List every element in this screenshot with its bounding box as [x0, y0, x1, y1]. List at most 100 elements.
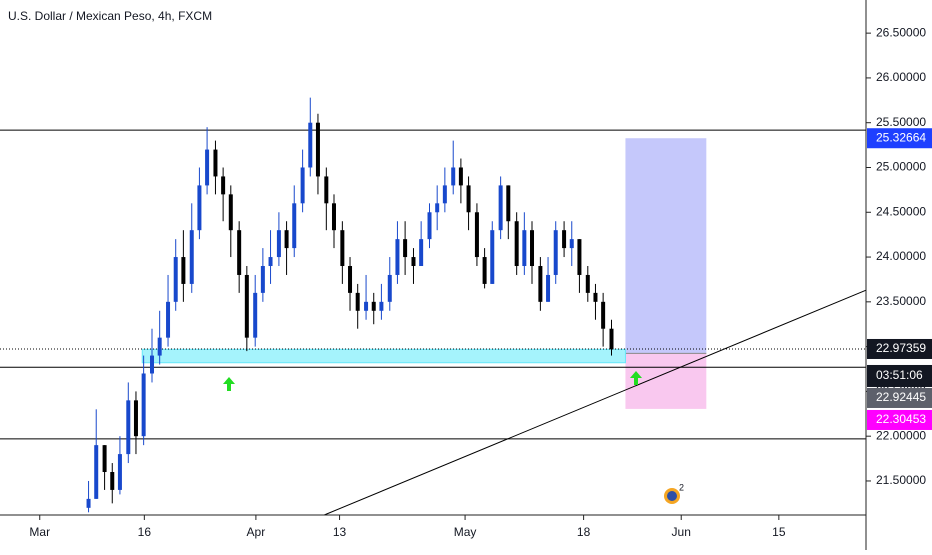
support-zone	[141, 348, 626, 364]
candle-body	[355, 292, 360, 311]
events-badge: 2	[679, 482, 684, 492]
x-tick-label: May	[454, 525, 477, 539]
candle-body	[244, 274, 249, 338]
candle-body	[458, 167, 463, 186]
price-label: 22.92445	[876, 390, 926, 404]
candle-body	[221, 176, 226, 195]
chart-title: U.S. Dollar / Mexican Peso, 4h, FXCM	[8, 9, 212, 23]
price-label-bg	[867, 338, 932, 359]
events-icon-inner	[667, 491, 677, 501]
candle-body	[213, 149, 218, 177]
x-tick-label: Apr	[247, 525, 266, 539]
candle-body	[530, 230, 535, 267]
candle-body	[474, 212, 479, 258]
candle-body	[331, 203, 336, 231]
candle-body	[86, 498, 91, 508]
candle-body	[577, 239, 582, 275]
candle-body	[126, 400, 131, 455]
candle-body	[371, 301, 376, 311]
price-label: 22.97359	[876, 341, 926, 355]
candle-body	[466, 185, 471, 213]
x-tick-label: Jun	[672, 525, 691, 539]
candle-body	[498, 185, 503, 231]
candle-body	[379, 301, 384, 311]
candle-body	[292, 203, 297, 249]
candle-body	[94, 445, 99, 499]
y-tick-label: 25.00000	[876, 160, 926, 174]
candle-body	[189, 230, 194, 284]
candle-body	[133, 400, 138, 437]
candle-body	[562, 230, 567, 249]
y-tick-label: 24.00000	[876, 249, 926, 263]
candle-body	[157, 337, 162, 356]
countdown: 03:51:06	[876, 368, 923, 382]
candle-body	[522, 230, 527, 267]
candle-body	[403, 239, 408, 258]
candle-body	[315, 122, 320, 177]
plot-area	[0, 97, 867, 516]
candle-body	[308, 122, 313, 168]
candle-body	[253, 292, 258, 338]
price-label: 25.32664	[876, 130, 926, 144]
candle-body	[451, 167, 456, 186]
candle-body	[300, 167, 305, 204]
y-tick-label: 23.50000	[876, 294, 926, 308]
candle-body	[173, 257, 178, 302]
countdown-bg	[867, 364, 932, 387]
x-tick-label: 16	[138, 525, 152, 539]
candle-body	[490, 230, 495, 284]
price-label-bg	[867, 409, 932, 430]
candle-body	[110, 472, 115, 490]
candle-body	[601, 301, 606, 329]
y-tick-label: 22.00000	[876, 428, 926, 442]
candle-body	[442, 185, 447, 204]
candle-body	[395, 239, 400, 275]
candle-body	[427, 212, 432, 240]
candle-body	[569, 239, 574, 249]
candle-body	[141, 373, 146, 437]
candle-body	[482, 257, 487, 284]
profit-zone	[625, 138, 707, 354]
candle-body	[411, 257, 416, 267]
candle-body	[228, 194, 233, 231]
candle-body	[205, 149, 210, 186]
x-tick-label: 13	[333, 525, 347, 539]
up-arrow	[630, 371, 642, 385]
candle-body	[284, 230, 289, 249]
up-arrow	[223, 377, 235, 391]
candle-body	[435, 203, 440, 213]
candle-body	[585, 274, 590, 293]
candle-body	[117, 454, 122, 490]
candle-body	[514, 221, 519, 267]
candle-body	[276, 230, 281, 258]
x-tick-label: 15	[772, 525, 786, 539]
candle-body	[181, 257, 186, 284]
y-tick-label: 21.50000	[876, 473, 926, 487]
y-tick-label: 24.50000	[876, 204, 926, 218]
candle-body	[348, 266, 353, 293]
candle-body	[609, 328, 614, 350]
price-label: 22.30453	[876, 412, 926, 426]
candle-body	[150, 355, 155, 374]
candle-body	[268, 257, 273, 267]
candle-body	[364, 301, 369, 311]
candle-body	[197, 185, 202, 231]
candle-body	[538, 266, 543, 302]
candle-body	[593, 292, 598, 302]
price-label-bg	[867, 128, 932, 149]
y-tick-label: 25.50000	[876, 115, 926, 129]
trendline	[324, 289, 867, 516]
candle-body	[166, 301, 171, 338]
candle-body	[506, 185, 511, 222]
candle-body	[324, 176, 329, 204]
candle-body	[237, 230, 242, 275]
candle-body	[546, 274, 551, 302]
candle-body	[102, 445, 107, 473]
loss-zone	[625, 353, 707, 409]
y-tick-label: 26.00000	[876, 70, 926, 84]
candle-body	[553, 230, 558, 275]
candle-body	[387, 274, 392, 302]
